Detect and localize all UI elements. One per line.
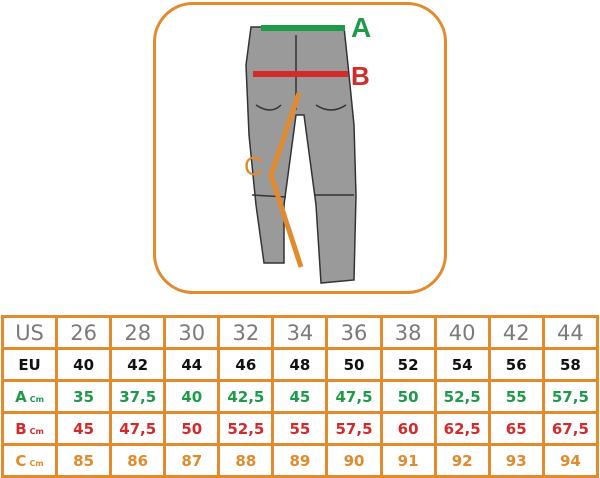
table-cell: 50 <box>163 411 221 446</box>
table-cell: 48 <box>271 347 329 382</box>
table-row: C Cm 85 86 87 88 89 90 91 92 93 94 <box>0 443 600 478</box>
table-cell: 44 <box>541 315 600 350</box>
table-cell: 42 <box>109 347 167 382</box>
table-cell: 86 <box>109 443 167 478</box>
label-a: A <box>351 12 371 43</box>
table-row: B Cm 45 47,5 50 52,5 55 57,5 60 62,5 65 67,5 <box>0 411 600 446</box>
table-cell: 42 <box>487 315 545 350</box>
pants-measurement-figure: A B C <box>153 2 447 294</box>
measurement-line-c <box>268 92 304 268</box>
table-cell: 87 <box>163 443 221 478</box>
table-cell: 91 <box>379 443 437 478</box>
unit-label: Cm <box>29 394 44 404</box>
table-cell: 94 <box>541 443 600 478</box>
table-cell: 65 <box>487 411 545 446</box>
table-cell: 44 <box>163 347 221 382</box>
row-label-cell: EU <box>0 347 59 382</box>
table-cell: 35 <box>55 379 113 414</box>
table-cell: 45 <box>271 379 329 414</box>
row-label: B <box>15 419 27 438</box>
table-cell: 60 <box>379 411 437 446</box>
table-cell: 36 <box>325 315 383 350</box>
row-label-cell: A Cm <box>0 379 59 414</box>
table-cell: 55 <box>271 411 329 446</box>
table-cell: 62,5 <box>433 411 491 446</box>
table-cell: 40 <box>55 347 113 382</box>
table-cell: 42,5 <box>217 379 275 414</box>
table-cell: 52,5 <box>217 411 275 446</box>
table-cell: 90 <box>325 443 383 478</box>
row-label: US <box>15 320 44 345</box>
table-cell: 45 <box>55 411 113 446</box>
table-cell: 58 <box>541 347 600 382</box>
pants-illustration: A B C <box>244 12 371 284</box>
table-cell: 55 <box>487 379 545 414</box>
row-label: A <box>15 387 27 406</box>
table-cell: 93 <box>487 443 545 478</box>
table-cell: 52 <box>379 347 437 382</box>
table-cell: 54 <box>433 347 491 382</box>
row-label: C <box>15 451 27 470</box>
table-cell: 47,5 <box>109 411 167 446</box>
table-cell: 34 <box>271 315 329 350</box>
table-cell: 56 <box>487 347 545 382</box>
label-b: B <box>351 61 370 91</box>
table-cell: 32 <box>217 315 275 350</box>
table-cell: 38 <box>379 315 437 350</box>
measurement-line-a <box>261 25 345 31</box>
table-row: EU 40 42 44 46 48 50 52 54 56 58 <box>0 347 600 382</box>
row-label-cell: US <box>0 315 59 350</box>
table-row: US 26 28 30 32 34 36 38 40 42 44 <box>0 315 600 350</box>
table-cell: 30 <box>163 315 221 350</box>
measurement-line-b <box>253 71 348 77</box>
table-cell: 67,5 <box>541 411 600 446</box>
table-cell: 50 <box>379 379 437 414</box>
table-cell: 37,5 <box>109 379 167 414</box>
table-cell: 40 <box>433 315 491 350</box>
table-cell: 57,5 <box>541 379 600 414</box>
table-cell: 28 <box>109 315 167 350</box>
table-cell: 26 <box>55 315 113 350</box>
unit-label: Cm <box>29 458 44 468</box>
table-row: A Cm 35 37,5 40 42,5 45 47,5 50 52,5 55 57,5 <box>0 379 600 414</box>
table-cell: 57,5 <box>325 411 383 446</box>
row-label: EU <box>18 355 41 374</box>
table-cell: 46 <box>217 347 275 382</box>
table-cell: 40 <box>163 379 221 414</box>
table-cell: 92 <box>433 443 491 478</box>
pants-drawing <box>245 26 357 284</box>
row-label-cell: B Cm <box>0 411 59 446</box>
size-table: US 26 28 30 32 34 36 38 40 42 44 EU 40 42 44 46 48 50 52 54… <box>0 315 600 478</box>
table-cell: 47,5 <box>325 379 383 414</box>
label-c: C <box>244 151 263 181</box>
table-cell: 89 <box>271 443 329 478</box>
unit-label: Cm <box>29 426 44 436</box>
table-cell: 52,5 <box>433 379 491 414</box>
table-cell: 88 <box>217 443 275 478</box>
table-cell: 85 <box>55 443 113 478</box>
row-label-cell: C Cm <box>0 443 59 478</box>
table-cell: 50 <box>325 347 383 382</box>
